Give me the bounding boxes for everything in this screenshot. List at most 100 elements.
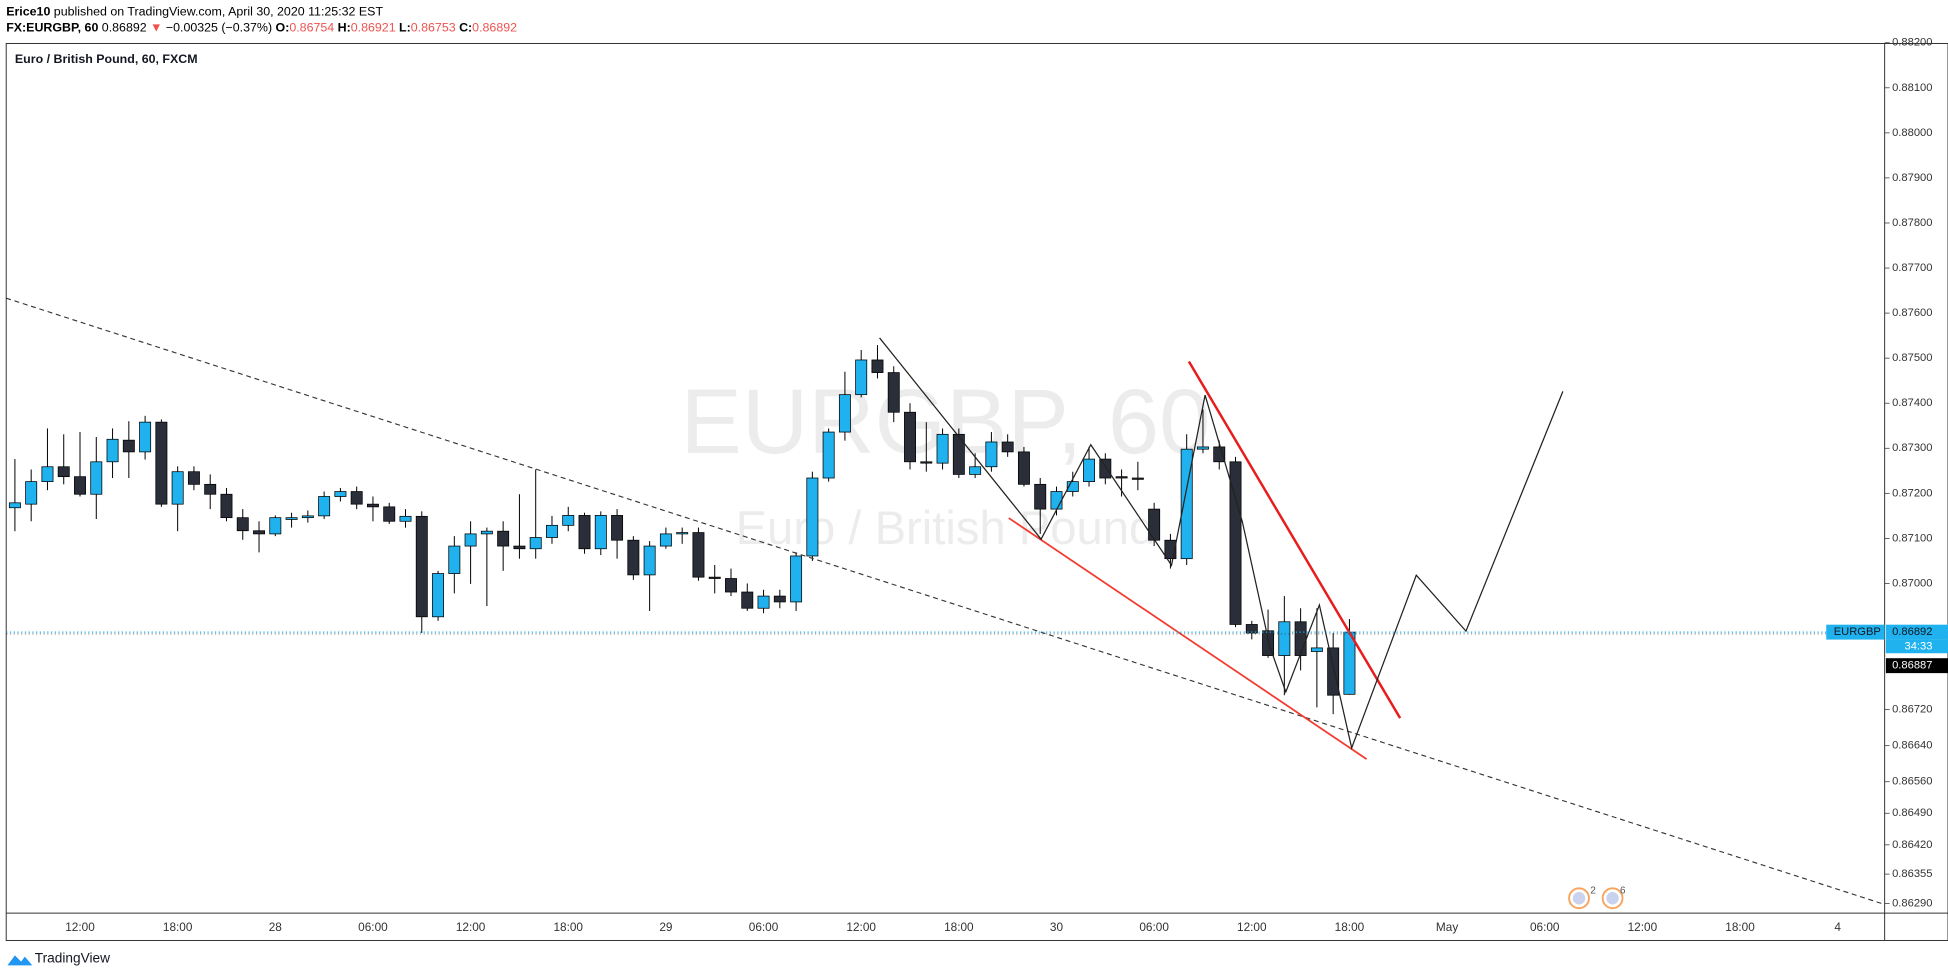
x-tick-label: 28 [269,920,283,934]
candle-body [806,477,819,557]
y-tick-label: 0.87600 [1892,307,1932,319]
bid-tag-bg [1885,658,1948,674]
ohlc-value: 0.86754 [289,21,334,35]
candle-body [497,530,510,547]
candle-body [578,515,591,550]
event-flag [1606,892,1619,905]
candle-body [708,576,721,579]
candle-body [611,515,624,541]
candle-body [1229,461,1242,625]
candle-body [464,533,477,547]
candles [8,345,1356,715]
candle-body [155,421,168,505]
x-tick-label: 18:00 [1335,920,1365,934]
y-tick-label: 0.86290 [1892,897,1932,909]
candle-body [594,515,607,550]
candle-body [1213,446,1226,463]
candle-body [415,515,428,618]
drawings [6,297,1885,905]
candle-body [1083,458,1096,482]
candle-body [1066,481,1079,492]
countdown-bg [1885,639,1948,654]
countdown: 34:33 [1905,640,1933,652]
candle-body [920,461,933,464]
candle-body [57,466,70,478]
candle-body [171,471,184,505]
x-tick-label: 12:00 [1628,920,1658,934]
candle-body [1310,647,1323,652]
candle-body [1294,621,1307,656]
x-tick-label: 12:00 [1237,920,1267,934]
x-tick-label: 18:00 [553,920,583,934]
candle-body [1017,451,1030,485]
y-tick-label: 0.88000 [1892,127,1932,139]
x-tick-label: 06:00 [749,920,779,934]
x-tick-label: 12:00 [846,920,876,934]
user: Erice10 [6,5,50,19]
candle-body [1099,458,1112,479]
candle-body [692,532,705,578]
candle-body [220,493,233,519]
symbol-tag-bg [1826,624,1885,640]
candle-body [236,517,249,532]
candle-body [285,517,298,520]
candle-body [952,433,965,475]
candle-body [822,431,835,479]
y-tick-label: 0.87300 [1892,442,1932,454]
price: 0.86892 [102,21,147,35]
y-tick-label: 0.88200 [1892,37,1932,49]
y-tick-label: 0.87500 [1892,352,1932,364]
candle-body [741,591,754,609]
legend: Euro / British Pound, 60, FXCM [15,52,198,66]
header-line-1: Erice10 published on TradingView.com, Ap… [6,5,383,19]
y-tick-label: 0.87700 [1892,262,1932,274]
candle-body [41,466,54,482]
event-flag [1572,892,1586,905]
x-tick-label: 4 [1834,920,1841,934]
x-tick-label: 06:00 [1139,920,1169,934]
candle-body [969,466,982,475]
symbol-tag: EURGBP [1834,626,1881,638]
y-tick-label: 0.86420 [1892,839,1932,851]
y-tick-label: 0.87800 [1892,217,1932,229]
candle-body [643,545,656,576]
candle-body [773,595,786,603]
candle-body [253,530,265,535]
y-tick-label: 0.86640 [1892,740,1932,752]
y-tick-label: 0.88100 [1892,82,1932,94]
x-tick-label: 12:00 [456,920,486,934]
candle-body [366,503,379,508]
projection-path [879,337,1564,751]
y-tick-label: 0.86355 [1892,868,1932,880]
header-line-2: FX:EURGBP, 60 0.86892 ▼ −0.00325 (−0.37%… [6,21,517,35]
x-tick-label: 12:00 [65,920,95,934]
candle-body [1164,539,1177,560]
candle-body [871,359,884,373]
candle-body [627,539,640,576]
candle-body [725,578,737,593]
x-tick-label: 18:00 [944,920,974,934]
ohlc-value: 0.86921 [351,21,396,35]
candle-body [562,515,575,526]
y-tick-label: 0.87400 [1892,397,1932,409]
candle-body [1180,448,1193,560]
bid-tag: 0.86887 [1892,660,1932,672]
trend-line [6,297,1885,905]
chart-frame [5,42,1948,941]
candle-body [204,483,217,495]
candle-body [1115,476,1128,479]
y-tick-label: 0.86720 [1892,704,1932,716]
events: 2 6 [1568,885,1626,910]
candle-body [904,411,916,463]
candle-body [757,595,770,609]
wedge-line [1008,517,1368,760]
candle-body [25,481,38,505]
candle-body [350,491,363,505]
event-count: 6 [1620,885,1626,896]
candle-body [480,530,493,535]
x-tick-label: 18:00 [1725,920,1755,934]
watermark-sub: Euro / British Pound [736,502,1156,555]
candle-body [399,515,412,522]
candle-body [1148,508,1161,541]
